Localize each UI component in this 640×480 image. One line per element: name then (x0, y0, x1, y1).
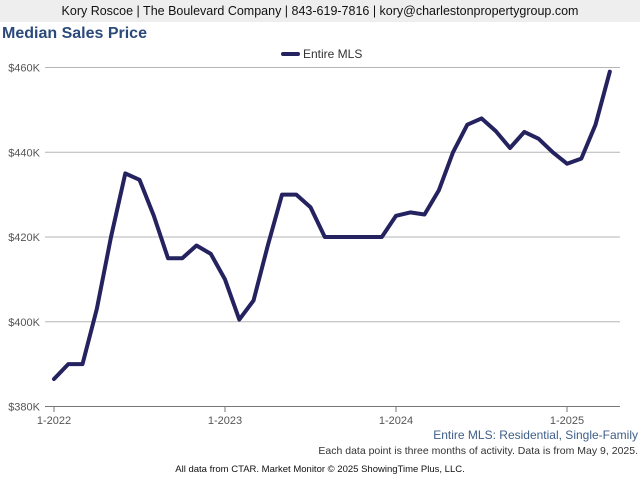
x-tick-label: 1-2022 (37, 415, 71, 427)
y-tick-label: $400K (8, 317, 40, 329)
data-note: Each data point is three months of activ… (318, 445, 638, 457)
y-tick-label: $420K (8, 232, 40, 244)
x-axis: 1-2022 1-2023 1-2024 1-2025 (37, 406, 584, 427)
legend: Entire MLS (281, 47, 362, 61)
series-line-entire-mls (52, 69, 612, 381)
y-tick-label: $440K (8, 147, 40, 159)
x-tick-label: 1-2025 (550, 415, 584, 427)
contact-header: Kory Roscoe | The Boulevard Company | 84… (0, 0, 640, 22)
grid-lines (45, 67, 620, 407)
series-layer (52, 69, 612, 381)
chart-title: Median Sales Price (2, 25, 147, 42)
x-tick-label: 1-2023 (208, 415, 242, 427)
y-axis-ticks: $380K $400K $420K $440K $460K (8, 63, 40, 414)
y-tick-label: $460K (8, 63, 40, 75)
footer-credit: All data from CTAR. Market Monitor © 202… (175, 464, 465, 475)
legend-label: Entire MLS (303, 47, 362, 61)
x-tick-label: 1-2024 (379, 415, 413, 427)
chart-subtitle: Entire MLS: Residential, Single-Family (433, 428, 638, 442)
y-tick-label: $380K (8, 402, 40, 414)
